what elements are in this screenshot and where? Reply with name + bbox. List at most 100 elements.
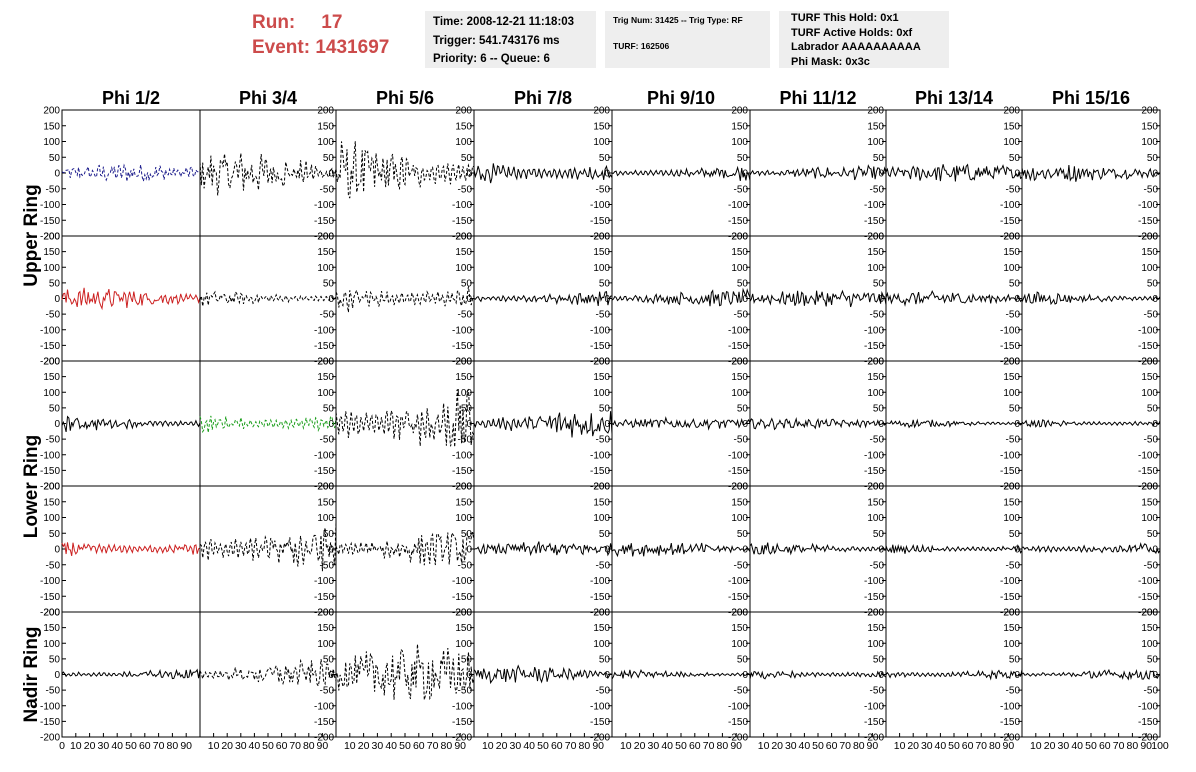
xtick-label: 30 bbox=[921, 740, 933, 752]
ytick-label: -50 bbox=[1144, 560, 1159, 571]
ytick-label: 50 bbox=[461, 654, 473, 665]
ytick-label: -100 bbox=[728, 450, 748, 461]
ytick-label: -150 bbox=[40, 216, 60, 227]
ytick-label: -200 bbox=[728, 608, 748, 619]
ytick-label: 50 bbox=[1009, 278, 1021, 289]
turf-active-holds-text: TURF Active Holds: 0xf bbox=[791, 26, 913, 39]
ytick-label: -200 bbox=[1000, 232, 1020, 243]
ytick-label: -100 bbox=[1138, 200, 1158, 211]
waveform-r3-c1 bbox=[61, 415, 201, 433]
ytick-label: 100 bbox=[1003, 513, 1020, 524]
ytick-label: 0 bbox=[604, 169, 610, 180]
ytick-label: 100 bbox=[867, 137, 884, 148]
ytick-label: -150 bbox=[728, 216, 748, 227]
ytick-label: -200 bbox=[40, 608, 60, 619]
ytick-label: 50 bbox=[873, 529, 885, 540]
ytick-label: 0 bbox=[1014, 545, 1020, 556]
ytick-label: 200 bbox=[1141, 608, 1158, 619]
ytick-label: -100 bbox=[590, 450, 610, 461]
ytick-label: -100 bbox=[452, 701, 472, 712]
ytick-label: 200 bbox=[593, 482, 610, 493]
waveform-r5-c2 bbox=[199, 658, 337, 688]
ytick-label: 150 bbox=[593, 497, 610, 508]
ytick-label: -150 bbox=[590, 717, 610, 728]
xtick-label: 50 bbox=[537, 740, 549, 752]
waveform-r4-c6 bbox=[749, 542, 887, 556]
ytick-label: 50 bbox=[873, 278, 885, 289]
ytick-label: 100 bbox=[455, 137, 472, 148]
ytick-label: 100 bbox=[731, 513, 748, 524]
ytick-label: -200 bbox=[864, 357, 884, 368]
ytick-label: -200 bbox=[452, 232, 472, 243]
labrador-text: Labrador AAAAAAAAAA bbox=[791, 41, 921, 53]
xtick-label: 50 bbox=[948, 740, 960, 752]
ytick-label: -200 bbox=[452, 482, 472, 493]
ytick-label: 100 bbox=[593, 513, 610, 524]
ytick-label: -50 bbox=[1006, 184, 1021, 195]
xtick-label: 30 bbox=[235, 740, 247, 752]
time-panel: Time: 2008-12-21 11:18:03 Trigger: 541.7… bbox=[425, 11, 596, 68]
xtick-label: 30 bbox=[785, 740, 797, 752]
xtick-label: 40 bbox=[111, 740, 123, 752]
ytick-label: 100 bbox=[731, 263, 748, 274]
ytick-label: 100 bbox=[455, 513, 472, 524]
event-value: 1431697 bbox=[315, 37, 390, 58]
ytick-label: -100 bbox=[1000, 200, 1020, 211]
ytick-label: -50 bbox=[734, 310, 749, 321]
column-title-6: Phi 11/12 bbox=[779, 88, 856, 108]
waveform-r4-c2 bbox=[199, 522, 337, 572]
xtick-label: 70 bbox=[565, 740, 577, 752]
ytick-label: 150 bbox=[317, 623, 334, 634]
ytick-label: 150 bbox=[731, 247, 748, 258]
ytick-label: 0 bbox=[54, 169, 60, 180]
ytick-label: 100 bbox=[1141, 137, 1158, 148]
xtick-label: 90 bbox=[730, 740, 742, 752]
xtick-label: 0 bbox=[59, 740, 65, 752]
waveform-r1-c2 bbox=[199, 153, 337, 196]
ytick-label: -100 bbox=[452, 325, 472, 336]
ytick-label: 200 bbox=[593, 608, 610, 619]
ytick-label: 100 bbox=[317, 388, 334, 399]
xtick-label: 10 bbox=[758, 740, 770, 752]
waveform-r4-c7 bbox=[885, 543, 1023, 554]
xtick-label: 70 bbox=[703, 740, 715, 752]
xtick-label: 40 bbox=[249, 740, 261, 752]
ytick-label: -200 bbox=[590, 232, 610, 243]
ytick-label: -150 bbox=[314, 466, 334, 477]
ytick-label: -50 bbox=[1006, 435, 1021, 446]
ytick-label: 100 bbox=[593, 639, 610, 650]
xtick-label: 10 bbox=[894, 740, 906, 752]
ytick-label: 150 bbox=[867, 247, 884, 258]
ytick-label: 100 bbox=[317, 137, 334, 148]
ytick-label: -100 bbox=[40, 325, 60, 336]
waveform-r1-c8 bbox=[1021, 165, 1161, 182]
ytick-label: 100 bbox=[455, 639, 472, 650]
ytick-label: -50 bbox=[734, 686, 749, 697]
ytick-label: -100 bbox=[314, 200, 334, 211]
ytick-label: 50 bbox=[323, 403, 335, 414]
xtick-label: 20 bbox=[221, 740, 233, 752]
ytick-label: -200 bbox=[1000, 357, 1020, 368]
ytick-label: -150 bbox=[864, 592, 884, 603]
ytick-label: -150 bbox=[452, 592, 472, 603]
xtick-label: 60 bbox=[962, 740, 974, 752]
ytick-label: 50 bbox=[1009, 529, 1021, 540]
ytick-label: 200 bbox=[867, 608, 884, 619]
ytick-label: -150 bbox=[590, 592, 610, 603]
ytick-label: 0 bbox=[328, 294, 334, 305]
ytick-label: -200 bbox=[728, 357, 748, 368]
ytick-label: -200 bbox=[1138, 232, 1158, 243]
waveform-r4-c1 bbox=[61, 542, 201, 557]
ytick-label: 50 bbox=[1147, 403, 1159, 414]
waveform-r1-c6 bbox=[749, 164, 887, 181]
ytick-label: -200 bbox=[864, 733, 884, 744]
xtick-label: 90 bbox=[454, 740, 466, 752]
ytick-label: -100 bbox=[728, 200, 748, 211]
waveform-r1-c7 bbox=[885, 163, 1023, 182]
xtick-label: 60 bbox=[276, 740, 288, 752]
ytick-label: -50 bbox=[320, 686, 335, 697]
ytick-label: 150 bbox=[1003, 247, 1020, 258]
ytick-label: -200 bbox=[1138, 608, 1158, 619]
ytick-label: 50 bbox=[461, 153, 473, 164]
waveform-r3-c3 bbox=[335, 388, 475, 448]
